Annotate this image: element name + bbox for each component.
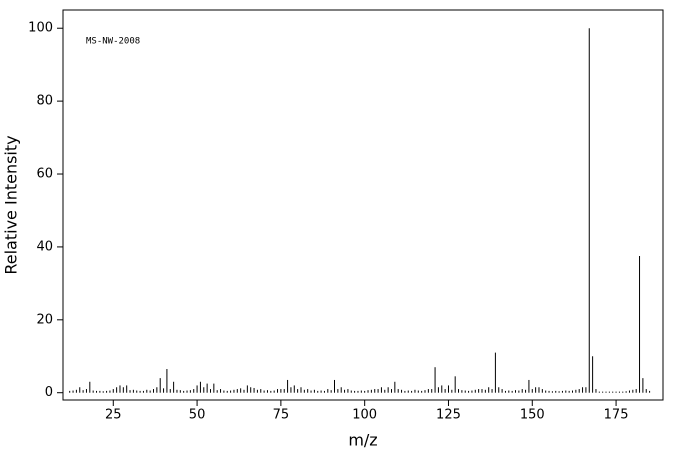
y-tick-label: 100 — [28, 21, 53, 36]
y-tick-label: 20 — [36, 312, 53, 327]
x-tick-label: 50 — [189, 408, 206, 423]
y-tick-label: 0 — [45, 385, 53, 400]
x-tick-label: 175 — [604, 408, 629, 423]
x-axis-label: m/z — [348, 431, 377, 450]
x-tick-label: 25 — [105, 408, 122, 423]
y-tick-label: 40 — [36, 239, 53, 254]
x-tick-label: 100 — [352, 408, 377, 423]
y-axis-label: Relative Intensity — [2, 135, 21, 274]
y-tick-label: 60 — [36, 167, 53, 182]
y-tick-label: 80 — [36, 94, 53, 109]
x-tick-label: 75 — [273, 408, 290, 423]
x-tick-label: 125 — [436, 408, 461, 423]
x-tick-label: 150 — [520, 408, 545, 423]
annotation: MS-NW-2008 — [86, 37, 140, 47]
plot-frame — [62, 9, 664, 401]
